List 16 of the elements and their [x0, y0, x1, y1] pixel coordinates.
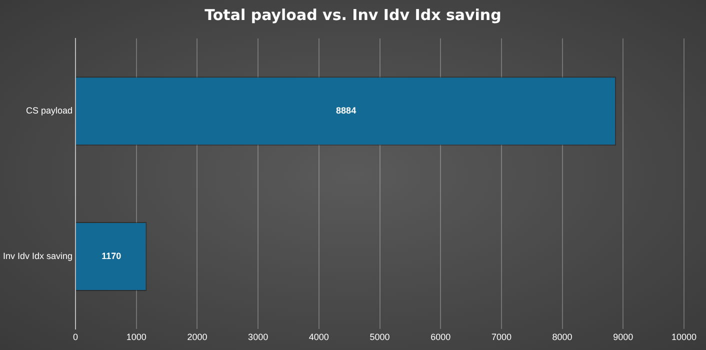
x-tick-label: 4000 [308, 332, 329, 342]
x-tick-label: 2000 [187, 332, 208, 342]
x-tick-label: 3000 [248, 332, 268, 342]
y-tick-label: CS payload [26, 106, 73, 116]
x-tick-label: 0 [73, 332, 78, 342]
x-tick-label: 10000 [671, 332, 697, 342]
x-tick-label: 6000 [430, 332, 451, 342]
x-tick-label: 1000 [126, 332, 146, 342]
data-label: 8884 [336, 106, 356, 116]
y-tick-label: Inv Idv Idx saving [2, 250, 73, 261]
x-tick-label: 8000 [552, 332, 572, 342]
x-tick-label: 9000 [613, 332, 634, 342]
x-tick-label: 5000 [370, 332, 390, 342]
data-label: 1170 [102, 250, 122, 261]
chart-title: Total payload vs. Inv Idv Idx saving [204, 6, 502, 24]
x-tick-label: 7000 [491, 332, 512, 342]
